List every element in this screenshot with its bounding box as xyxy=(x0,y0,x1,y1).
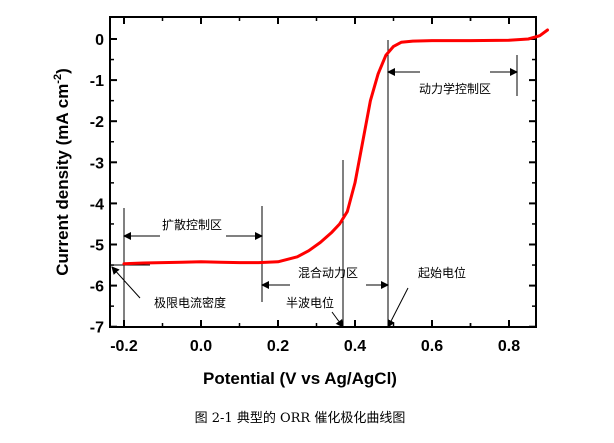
y-tick-label: -4 xyxy=(90,196,104,213)
svg-text:Current density (mA cm-2): Current density (mA cm-2) xyxy=(52,68,72,276)
x-axis-ticks: -0.2 0.0 0.2 0.4 0.6 0.8 xyxy=(110,17,520,355)
y-axis-title-close: ) xyxy=(53,68,72,74)
limiting-current-arrow xyxy=(111,266,141,299)
limiting-current-label: 极限电流密度 xyxy=(154,295,226,310)
annotation-lines xyxy=(110,40,518,328)
mixed-region-label: 混合动力区 xyxy=(298,265,358,280)
plot-frame xyxy=(109,16,537,328)
kinetic-region-label: 动力学控制区 xyxy=(419,81,491,96)
onset-arrow xyxy=(387,287,409,328)
half-wave-potential-label: 半波电位 xyxy=(286,295,334,310)
x-tick-label: 0.8 xyxy=(498,338,520,355)
y-tick-label: 0 xyxy=(95,32,104,49)
x-tick-label: 0.6 xyxy=(421,338,443,355)
half-wave-arrow xyxy=(331,311,344,328)
y-tick-label: -7 xyxy=(90,320,104,337)
x-tick-label: -0.2 xyxy=(110,338,138,355)
polarization-curve xyxy=(122,28,549,266)
y-tick-label: -5 xyxy=(90,238,104,255)
y-axis-title: Current density (mA cm-2) xyxy=(52,68,72,276)
y-axis-title-sup: -2 xyxy=(52,74,64,84)
x-axis-title: Potential (V vs Ag/AgCl) xyxy=(203,369,397,388)
diffusion-region-label: 扩散控制区 xyxy=(162,217,222,232)
y-axis-title-main: Current density (mA cm xyxy=(53,84,72,276)
x-tick-label: 0.4 xyxy=(344,338,366,355)
x-tick-label: 0.0 xyxy=(190,338,212,355)
figure-caption: 图 2-1 典型的 ORR 催化极化曲线图 xyxy=(195,410,406,426)
onset-potential-label: 起始电位 xyxy=(418,265,466,280)
y-tick-label: -6 xyxy=(90,279,104,296)
y-axis-ticks: 0 -1 -2 -3 -4 -5 -6 -7 xyxy=(90,32,536,337)
y-tick-label: -1 xyxy=(90,73,104,90)
x-tick-label: 0.2 xyxy=(267,338,289,355)
y-tick-label: -3 xyxy=(90,155,104,172)
y-tick-label: -2 xyxy=(90,114,104,131)
